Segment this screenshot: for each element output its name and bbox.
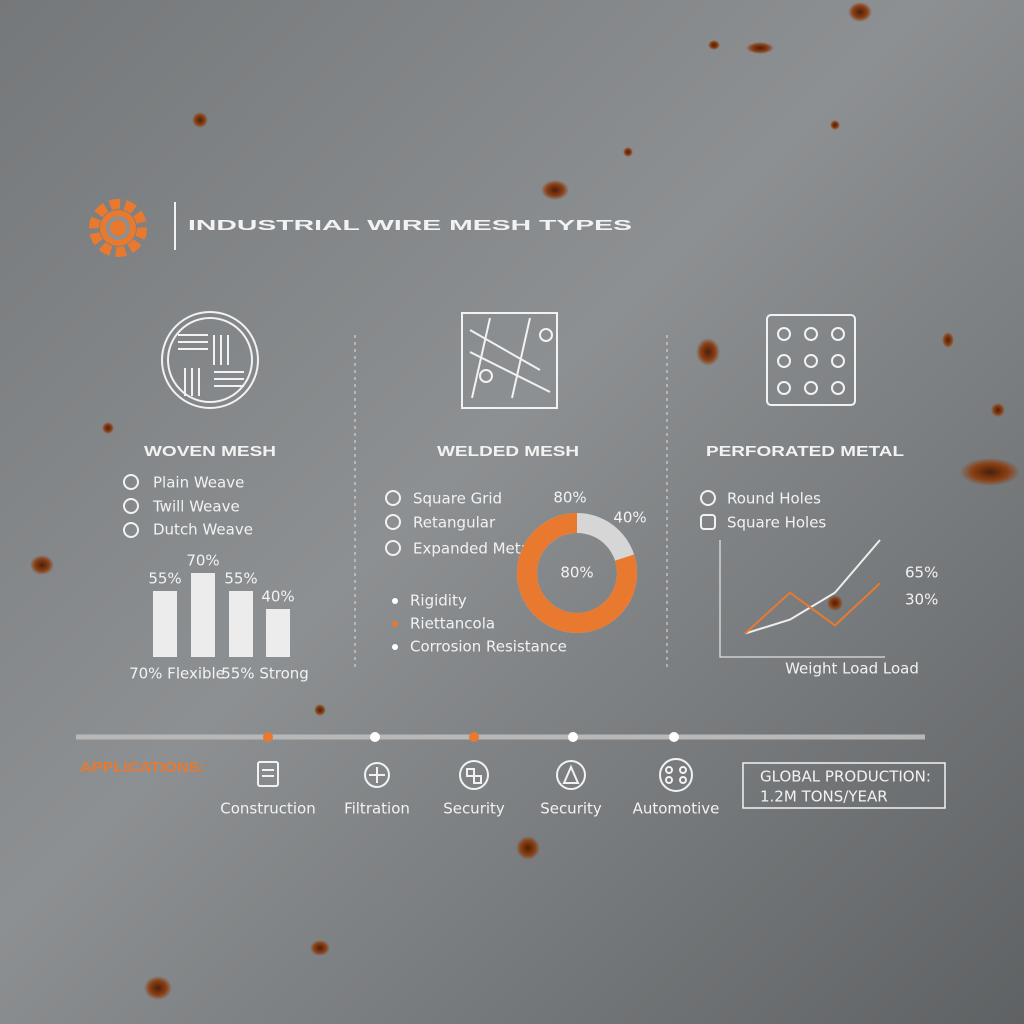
- bar-annotation: 55% Strong: [221, 665, 309, 683]
- x-axis-label: Weight Load Load: [785, 660, 919, 678]
- stat-value: 1.2M TONS/YEAR: [760, 788, 888, 806]
- donut-center-label: 80%: [560, 564, 593, 582]
- timeline-dots: [263, 732, 679, 742]
- section-title: WOVEN MESH: [144, 443, 276, 460]
- legend-dot: [392, 644, 398, 650]
- legend-dot: [392, 598, 398, 604]
- line-series: [744, 539, 881, 635]
- list-item: Twill Weave: [152, 498, 240, 516]
- bar-label: 40%: [261, 588, 294, 606]
- stat-box: [742, 762, 946, 809]
- applications-title: APPLICATIONS:: [80, 759, 205, 776]
- donut-annotation: 80%: [553, 489, 586, 507]
- perforated-icon: [766, 314, 856, 406]
- rust-spots: [30, 2, 1020, 1000]
- section-title: PERFORATED METAL: [706, 443, 904, 460]
- legend-dot: [392, 621, 398, 627]
- bar: [191, 573, 215, 657]
- bar: [153, 591, 177, 657]
- application: Filtration: [344, 800, 410, 818]
- line-annotation: 30%: [905, 591, 938, 609]
- application: Construction: [220, 800, 316, 818]
- list-item: Square Grid: [413, 490, 502, 508]
- donut-arc: [517, 513, 637, 633]
- section-title: WELDED MESH: [437, 443, 579, 460]
- legend-label: Rigidity: [410, 592, 467, 610]
- line-annotation: 65%: [905, 564, 938, 582]
- gear-icon: [89, 199, 147, 257]
- bar-label: 55%: [224, 570, 257, 588]
- bar: [266, 609, 290, 657]
- donut-annotation: 40%: [613, 509, 646, 527]
- application: Automotive: [633, 800, 720, 818]
- legend-label: Riettancola: [410, 615, 495, 633]
- bar-annotation: 70% Flexible: [129, 665, 225, 683]
- application: Security: [443, 800, 505, 818]
- title: INDUSTRIAL WIRE MESH TYPES: [188, 217, 632, 234]
- stat-label: GLOBAL PRODUCTION:: [760, 768, 931, 786]
- list-item: Plain Weave: [153, 474, 244, 492]
- list-item: Round Holes: [727, 490, 821, 508]
- list-item: Dutch Weave: [153, 521, 253, 539]
- item-icons: [700, 490, 716, 530]
- bar-label: 55%: [148, 570, 181, 588]
- line-series: [744, 582, 881, 635]
- list-item: Expanded Metal: [413, 540, 534, 558]
- application: Security: [540, 800, 602, 818]
- line-axes: [719, 540, 885, 658]
- welded-icon: [461, 312, 558, 409]
- legend-label: Corrosion Resistance: [410, 638, 567, 656]
- item-icons: [123, 474, 139, 538]
- item-icons: [385, 490, 401, 556]
- list-item: Square Holes: [727, 514, 826, 532]
- bar-label: 70%: [186, 552, 219, 570]
- woven-icon: [161, 311, 259, 409]
- application-icons: [257, 758, 693, 792]
- bar: [229, 591, 253, 657]
- list-item: Retangular: [413, 514, 496, 532]
